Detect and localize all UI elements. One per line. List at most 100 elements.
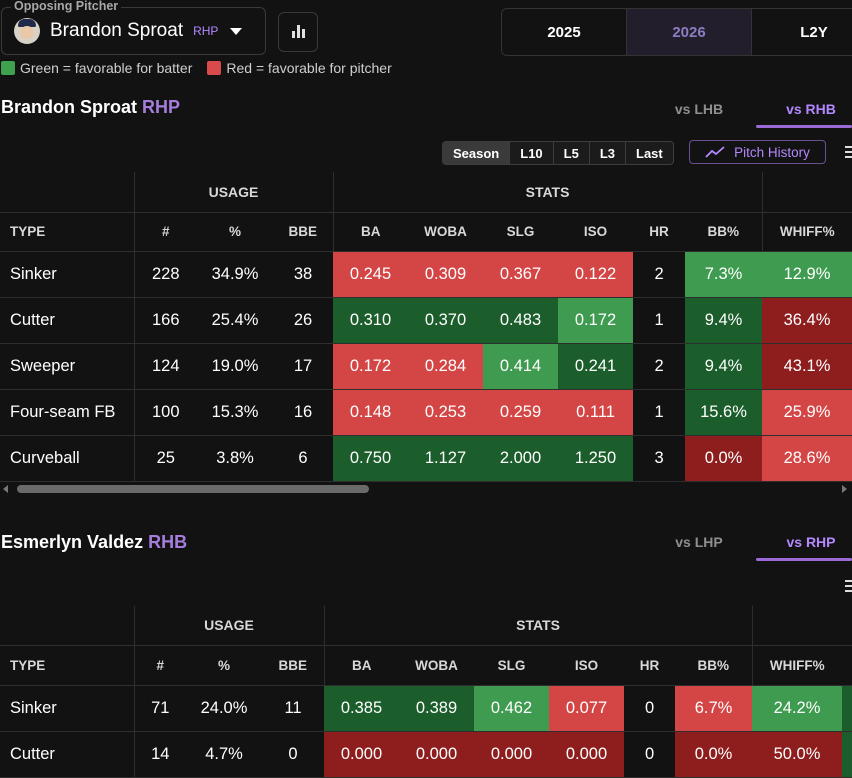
column-header-ba[interactable]: BA bbox=[323, 645, 400, 686]
pct-cell: 24.0% bbox=[186, 685, 262, 732]
table-row: Curveball 25 3.8% 6 0.750 1.127 2.000 1.… bbox=[0, 435, 852, 482]
column-header-bbe[interactable]: BBE bbox=[273, 212, 334, 252]
pitcher-select[interactable]: Opposing Pitcher Brandon Sproat RHP bbox=[1, 0, 266, 55]
column-header-woba[interactable]: WOBA bbox=[399, 645, 475, 686]
ba-cell: 0.310 bbox=[333, 297, 409, 344]
column-header-count[interactable]: # bbox=[133, 645, 186, 686]
range-l10[interactable]: L10 bbox=[510, 142, 554, 164]
tab-l2y[interactable]: L2Y bbox=[800, 23, 828, 41]
column-header-slg[interactable]: SLG bbox=[483, 212, 559, 252]
column-header-hr[interactable]: HR bbox=[633, 212, 686, 252]
year-tabs: 2025 2026 L2Y bbox=[501, 8, 852, 56]
range-l5[interactable]: L5 bbox=[554, 142, 590, 164]
bbe-cell: 11 bbox=[262, 685, 325, 732]
whiff-cell: 12.9% bbox=[762, 251, 852, 298]
woba-cell: 0.389 bbox=[399, 685, 475, 732]
green-swatch bbox=[1, 61, 15, 75]
pct-cell: 25.4% bbox=[197, 297, 273, 344]
horizontal-scrollbar[interactable] bbox=[0, 482, 852, 496]
scrollbar-thumb[interactable] bbox=[17, 485, 369, 493]
iso-cell: 0.111 bbox=[558, 389, 634, 436]
woba-cell: 0.309 bbox=[408, 251, 484, 298]
column-header-hr[interactable]: HR bbox=[624, 645, 676, 686]
menu-icon[interactable] bbox=[845, 580, 852, 595]
column-header-whiff[interactable]: WHIFF% bbox=[761, 212, 852, 252]
whiff-cell: 50.0% bbox=[752, 731, 843, 778]
hr-cell: 2 bbox=[633, 343, 686, 390]
bar-chart-button[interactable] bbox=[278, 12, 318, 52]
slg-cell: 2.000 bbox=[483, 435, 559, 482]
table-row: Sinker 71 24.0% 11 0.385 0.389 0.462 0.0… bbox=[0, 685, 852, 732]
column-header-woba[interactable]: WOBA bbox=[408, 212, 484, 252]
red-swatch bbox=[207, 61, 222, 75]
iso-cell: 0.077 bbox=[549, 685, 625, 732]
column-header-type[interactable]: TYPE bbox=[0, 212, 134, 252]
column-header-ba[interactable]: BA bbox=[332, 212, 409, 252]
woba-cell: 0.000 bbox=[399, 731, 475, 778]
pitcher-avatar bbox=[14, 18, 40, 44]
column-header-pct[interactable]: % bbox=[186, 645, 262, 686]
menu-icon[interactable] bbox=[845, 146, 852, 161]
pitch-type-cell: Sinker bbox=[0, 251, 134, 298]
column-header-iso[interactable]: ISO bbox=[558, 212, 634, 252]
trend-line-icon bbox=[705, 146, 725, 158]
ba-cell: 0.245 bbox=[333, 251, 409, 298]
pitcher-section-hand: RHP bbox=[142, 97, 181, 117]
iso-cell: 0.241 bbox=[558, 343, 634, 390]
stats-group-header: STATS bbox=[332, 172, 763, 213]
column-header-slg[interactable]: SLG bbox=[474, 645, 550, 686]
count-cell: 124 bbox=[133, 343, 197, 390]
scroll-right-icon[interactable] bbox=[842, 485, 847, 493]
red-legend-text: Red = favorable for pitcher bbox=[226, 60, 392, 76]
bbe-cell: 26 bbox=[273, 297, 334, 344]
woba-cell: 1.127 bbox=[408, 435, 484, 482]
pitch-history-button[interactable]: Pitch History bbox=[689, 140, 826, 164]
column-header-whiff[interactable]: WHIFF% bbox=[751, 645, 843, 686]
pitcher-select-hand: RHP bbox=[193, 24, 219, 38]
slg-cell: 0.414 bbox=[483, 343, 559, 390]
hr-cell: 2 bbox=[633, 251, 686, 298]
ba-cell: 0.385 bbox=[324, 685, 400, 732]
scroll-left-icon[interactable] bbox=[3, 485, 8, 493]
count-cell: 100 bbox=[133, 389, 197, 436]
color-legend: Green = favorable for batter Red = favor… bbox=[1, 60, 392, 76]
count-cell: 14 bbox=[133, 731, 186, 778]
ba-cell: 0.750 bbox=[333, 435, 409, 482]
batter-pitch-table: USAGE STATS TYPE # % BBE BA WOBA SLG ISO… bbox=[0, 606, 852, 778]
woba-cell: 0.370 bbox=[408, 297, 484, 344]
column-header-count[interactable]: # bbox=[133, 212, 197, 252]
column-header-type[interactable]: TYPE bbox=[0, 645, 134, 686]
bbe-cell: 6 bbox=[273, 435, 334, 482]
column-header-bb[interactable]: BB% bbox=[685, 212, 763, 252]
iso-cell: 0.172 bbox=[558, 297, 634, 344]
stats-group-header: STATS bbox=[323, 606, 753, 646]
tab-vs-rhp[interactable]: vs RHP bbox=[786, 534, 836, 550]
bbe-cell: 38 bbox=[273, 251, 334, 298]
tab-2025[interactable]: 2025 bbox=[502, 9, 627, 55]
hr-cell: 0 bbox=[624, 685, 676, 732]
tab-vs-rhb[interactable]: vs RHB bbox=[786, 101, 836, 117]
green-legend-text: Green = favorable for batter bbox=[20, 60, 193, 76]
column-header-bb[interactable]: BB% bbox=[675, 645, 753, 686]
pitch-type-cell: Sweeper bbox=[0, 343, 134, 390]
column-header-iso[interactable]: ISO bbox=[549, 645, 625, 686]
bb-cell: 9.4% bbox=[685, 297, 763, 344]
count-cell: 166 bbox=[133, 297, 197, 344]
active-tab-indicator bbox=[756, 558, 852, 561]
slg-cell: 0.000 bbox=[474, 731, 550, 778]
tab-2026[interactable]: 2026 bbox=[627, 9, 752, 55]
table-row: Four-seam FB 100 15.3% 16 0.148 0.253 0.… bbox=[0, 389, 852, 436]
ba-cell: 0.148 bbox=[333, 389, 409, 436]
column-header-bbe[interactable]: BBE bbox=[262, 645, 325, 686]
tab-vs-lhp[interactable]: vs LHP bbox=[675, 534, 723, 550]
tab-vs-lhb[interactable]: vs LHB bbox=[674, 101, 724, 117]
hr-cell: 1 bbox=[633, 297, 686, 344]
table-row: Cutter 14 4.7% 0 0.000 0.000 0.000 0.000… bbox=[0, 731, 852, 778]
range-season[interactable]: Season bbox=[443, 142, 511, 164]
column-header-pct[interactable]: % bbox=[197, 212, 273, 252]
range-l3[interactable]: L3 bbox=[590, 142, 626, 164]
whiff-cell: 36.4% bbox=[762, 297, 852, 344]
hr-cell: 1 bbox=[633, 389, 686, 436]
range-last[interactable]: Last bbox=[636, 145, 663, 161]
pct-cell: 3.8% bbox=[197, 435, 273, 482]
